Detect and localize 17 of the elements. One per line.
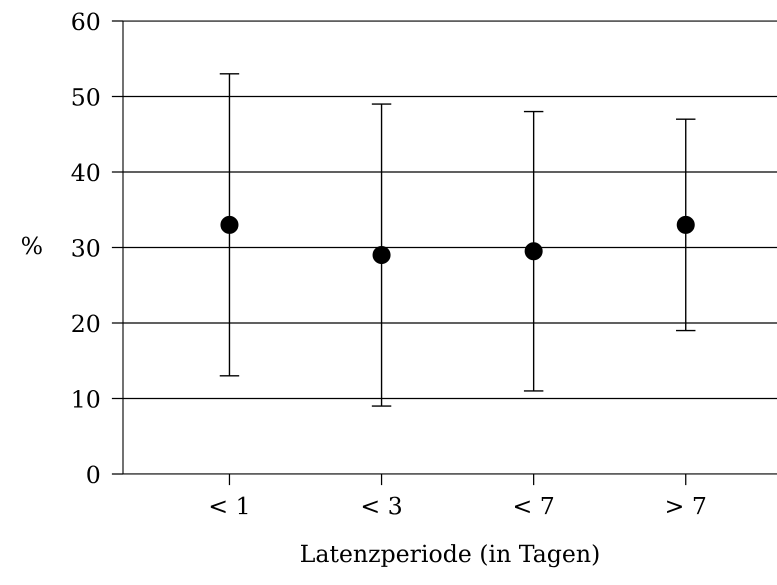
y-tick-label: 40 — [71, 163, 100, 182]
y-tick-label: 10 — [74, 390, 100, 408]
x-tick-label: > 7 — [667, 496, 706, 514]
y-tick-label: 20 — [72, 314, 100, 332]
x-tick-label: < 3 — [362, 496, 401, 514]
y-tick-label: 50 — [72, 88, 100, 106]
x-tick-label: < 1 — [210, 496, 248, 514]
point — [220, 216, 238, 234]
y-tick-label: 30 — [72, 238, 100, 257]
point — [372, 246, 391, 264]
y-tick-label: 60 — [72, 12, 100, 30]
y-tick-label: 0 — [87, 465, 100, 484]
x-tick-label: < 7 — [514, 496, 554, 514]
y-axis-title: % — [22, 236, 42, 254]
point — [524, 242, 543, 260]
x-axis-title: Latenzperiode (in Tagen) — [301, 544, 598, 568]
point — [676, 216, 695, 234]
